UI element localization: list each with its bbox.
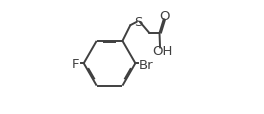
- Text: F: F: [72, 57, 79, 70]
- Text: OH: OH: [153, 45, 173, 57]
- Text: O: O: [159, 10, 170, 23]
- Text: S: S: [134, 16, 142, 28]
- Text: Br: Br: [139, 58, 153, 71]
